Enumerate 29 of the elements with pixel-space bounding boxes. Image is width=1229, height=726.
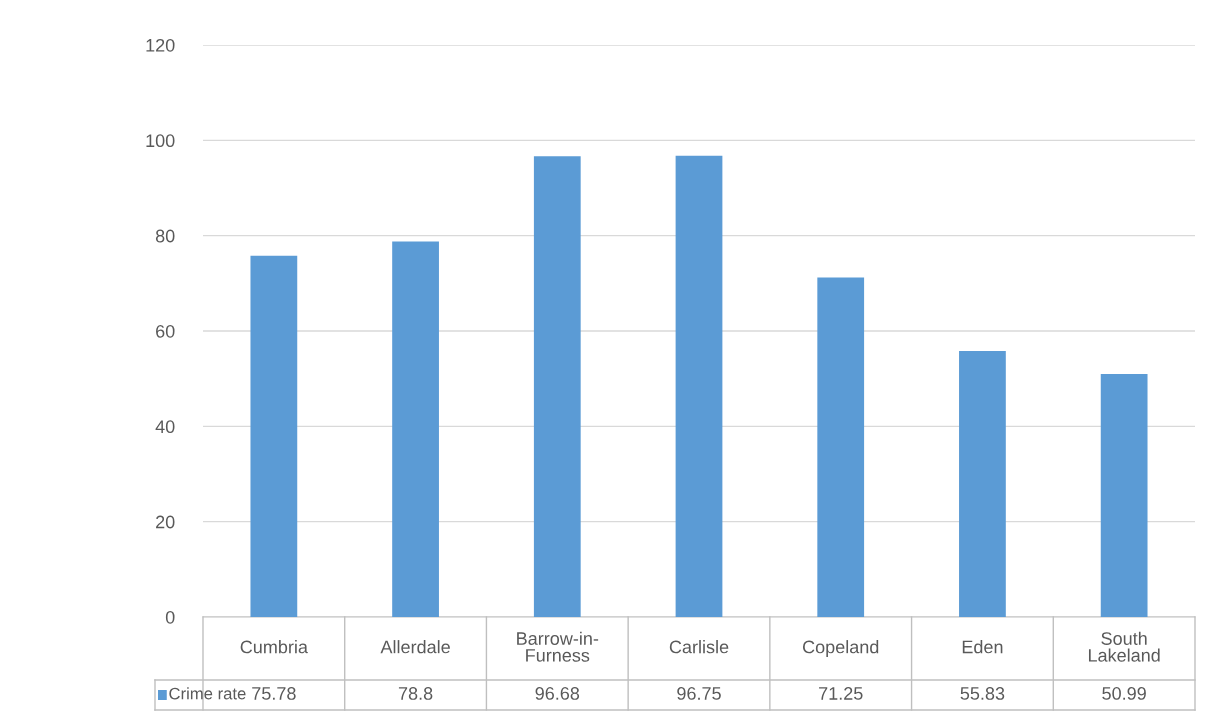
x-tick-label: Cumbria [240,640,308,654]
y-tick-label: 120 [146,38,175,52]
data-label: 75.78 [252,687,296,700]
x-tick-label: Barrow-in- Furness [517,631,599,662]
x-tick-label: Carlisle [669,640,729,654]
data-label: 96.75 [677,687,721,700]
x-tick-label: Copeland [802,640,879,657]
data-label: 55.83 [960,687,1005,700]
y-tick-label: 60 [156,324,175,338]
y-tick-label: 80 [155,229,175,243]
bar [392,241,439,617]
data-label: 71.25 [819,687,863,700]
data-label: 96.68 [535,687,580,700]
x-tick-label: Allerdale [380,640,450,654]
bar [1100,373,1148,617]
bar [533,156,581,617]
x-tick-label: South Lakeland [1088,631,1160,662]
legend-label: Crime rate [169,687,246,700]
y-tick-label: 20 [156,515,175,529]
y-tick-label: 100 [146,134,175,148]
bar [959,350,1006,617]
bar [250,255,298,617]
data-label: 78.8 [398,687,433,700]
x-tick-label: Eden [962,640,1003,654]
bar [675,155,723,617]
data-label: 50.99 [1102,687,1146,700]
y-tick-label: 40 [155,420,175,434]
y-tick-label: 0 [165,610,175,624]
bar [817,277,865,617]
